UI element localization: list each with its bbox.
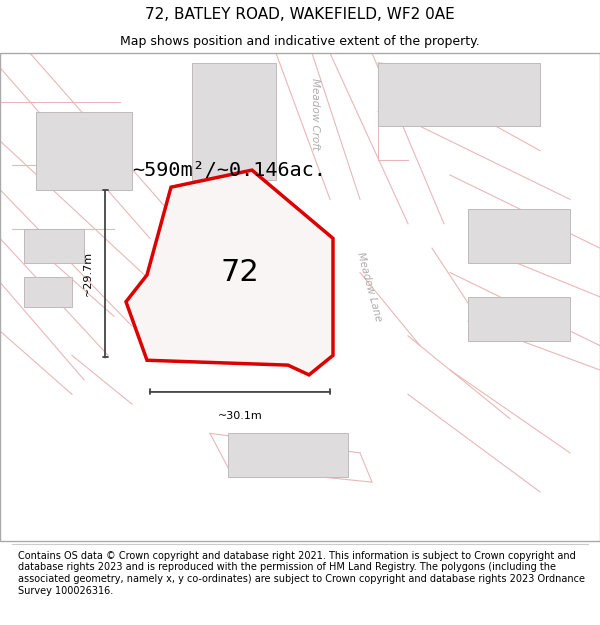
Polygon shape xyxy=(126,170,333,375)
Circle shape xyxy=(276,221,318,256)
Polygon shape xyxy=(378,63,540,126)
Text: Meadow Croft: Meadow Croft xyxy=(310,78,320,150)
Text: Meadow Lane: Meadow Lane xyxy=(355,251,383,323)
Text: 72, BATLEY ROAD, WAKEFIELD, WF2 0AE: 72, BATLEY ROAD, WAKEFIELD, WF2 0AE xyxy=(145,8,455,22)
Polygon shape xyxy=(468,297,570,341)
Text: ~29.7m: ~29.7m xyxy=(83,251,93,296)
Text: ~30.1m: ~30.1m xyxy=(218,411,262,421)
Text: Map shows position and indicative extent of the property.: Map shows position and indicative extent… xyxy=(120,35,480,48)
Polygon shape xyxy=(36,112,132,189)
Text: 72: 72 xyxy=(221,258,259,287)
Polygon shape xyxy=(198,248,330,331)
Polygon shape xyxy=(192,63,276,180)
Polygon shape xyxy=(24,229,84,262)
Polygon shape xyxy=(24,278,72,307)
Polygon shape xyxy=(228,433,348,478)
Text: Contains OS data © Crown copyright and database right 2021. This information is : Contains OS data © Crown copyright and d… xyxy=(18,551,585,596)
Polygon shape xyxy=(468,209,570,262)
Text: ~590m²/~0.146ac.: ~590m²/~0.146ac. xyxy=(132,161,326,179)
